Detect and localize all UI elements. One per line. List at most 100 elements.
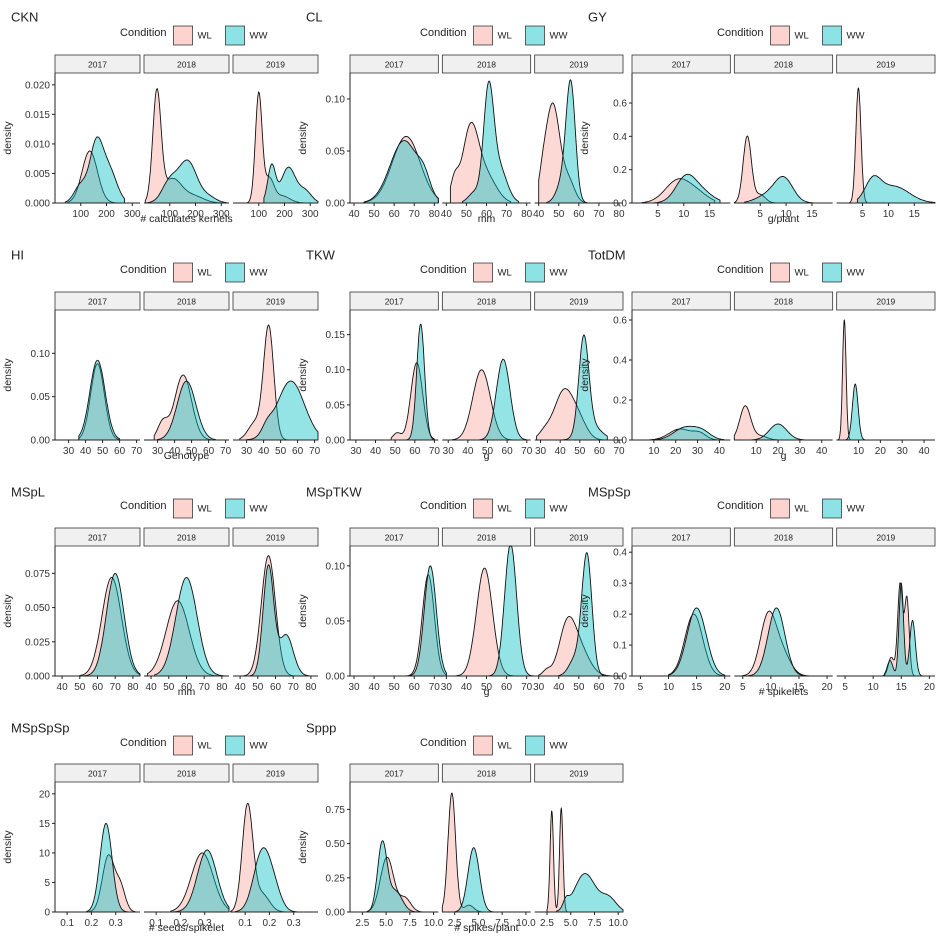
density-wl-2018 [451, 369, 520, 441]
y-tick-label: 0.10 [326, 561, 346, 572]
x-tick-label: 15 [793, 682, 805, 693]
facet-label: 2019 [569, 533, 588, 543]
x-tick-label: 60 [573, 209, 585, 220]
legend: Condition WL WW [420, 735, 568, 756]
x-axis-label: g [781, 450, 787, 462]
x-tick-label: 10 [663, 682, 675, 693]
legend: Condition WL WW [420, 498, 567, 519]
y-tick-label: 15 [39, 819, 51, 830]
x-tick-label: 100 [161, 209, 178, 220]
density-wl-2019 [536, 388, 604, 441]
facet-label: 2018 [177, 297, 196, 307]
x-tick-label: 30 [350, 446, 362, 457]
x-axis-label: g [484, 686, 490, 698]
panel-2019: 2019 100 200 300 [232, 54, 319, 220]
facet-strip [54, 291, 141, 311]
x-tick-label: 40 [80, 446, 92, 457]
chart-hi: HI Condition WL WW density 0.00 0.05 0.10 2017 30… [2, 248, 321, 462]
y-tick-label: 0.0 [613, 436, 627, 447]
legend-key-wl [473, 498, 493, 519]
density-ww-2018 [146, 159, 227, 204]
panel-2019: 2019 30 40 50 60 70 [533, 527, 625, 693]
panel-2017: 2017 5 10 15 [631, 54, 731, 220]
y-axis-label: density [297, 830, 309, 864]
chart-ckn: CKN Condition WL WW density 0.000 0.005 0.010 0.… [2, 10, 319, 225]
facet-strip [836, 54, 936, 74]
density-ww-2017 [647, 173, 721, 204]
y-tick-label: 0.00 [326, 908, 346, 919]
x-tick-label: 50 [97, 446, 109, 457]
legend-key-ww [525, 262, 545, 283]
x-tick-label: 10.0 [609, 918, 629, 929]
y-tick-label: 0.4 [613, 356, 627, 367]
x-tick-label: 30 [441, 682, 453, 693]
legend: Condition WL WW [120, 25, 267, 46]
legend-key-ww [525, 498, 545, 519]
x-tick-label: 20 [670, 446, 682, 457]
x-tick-label: 60 [270, 682, 282, 693]
x-tick-label: 60 [409, 682, 421, 693]
panel-2019: 2019 30 40 50 60 70 [534, 291, 625, 457]
y-axis-label: density [297, 594, 309, 628]
density-wl-2018 [153, 374, 213, 441]
x-tick-label: 40 [533, 209, 545, 220]
legend-title: Condition [120, 737, 166, 749]
legend-label-ww: WW [550, 268, 568, 279]
facet-label: 2019 [266, 297, 285, 307]
legend-label-ww: WW [847, 268, 865, 279]
facet-strip [733, 54, 834, 74]
y-tick-label: 0.10 [326, 95, 346, 106]
density-wl-2018 [147, 600, 223, 677]
x-tick-label: 70 [309, 446, 321, 457]
facet-strip [143, 54, 230, 74]
legend-title: Condition [120, 500, 166, 512]
y-tick-label: 0.05 [326, 616, 346, 627]
y-tick-label: 10 [39, 848, 51, 859]
legend-key-wl [770, 498, 790, 519]
legend-label-ww: WW [250, 504, 268, 515]
legend-label-ww: WW [250, 741, 268, 752]
x-tick-label: 80 [613, 209, 625, 220]
x-tick-label: 30 [152, 446, 164, 457]
panel-2018: 2018 5 10 15 [733, 54, 834, 220]
panel-2018: 2018 5 10 15 20 [733, 527, 834, 693]
density-ww-2018 [461, 80, 520, 204]
facet-label: 2017 [385, 533, 404, 543]
density-wl-2017 [79, 577, 141, 677]
legend-label-wl: WL [795, 504, 809, 515]
x-tick-label: 7.5 [495, 918, 509, 929]
density-ww-2018 [170, 849, 230, 913]
x-tick-label: 0.3 [198, 918, 212, 929]
facet-label: 2019 [266, 769, 285, 779]
density-ww-2017 [398, 323, 435, 441]
x-tick-label: 40 [57, 682, 69, 693]
x-tick-label: 40 [369, 682, 381, 693]
x-tick-label: 40 [553, 682, 565, 693]
x-tick-label: 70 [521, 682, 533, 693]
y-tick-label: 0.2 [613, 396, 627, 407]
x-tick-label: 40 [816, 446, 828, 457]
x-tick-label: 10 [868, 682, 880, 693]
panel-2017: 2017 30 40 50 60 70 [348, 527, 447, 693]
facet-strip [631, 54, 731, 74]
legend-label-ww: WW [550, 741, 568, 752]
y-tick-label: 0.050 [25, 603, 50, 614]
panel-2018: 2018 0.1 0.2 0.3 [143, 763, 230, 929]
facet-label: 2017 [88, 60, 107, 70]
legend-title: Condition [717, 264, 763, 276]
y-axis-label: density [579, 358, 591, 392]
facet-strip [836, 291, 936, 311]
x-tick-label: 15 [909, 209, 921, 220]
x-tick-label: 70 [429, 446, 441, 457]
legend-key-ww [225, 262, 245, 283]
x-tick-label: 40 [146, 682, 158, 693]
density-wl-2017 [86, 854, 136, 913]
panel-2018: 2018 100 200 300 [143, 54, 230, 220]
x-tick-label: 0.3 [109, 918, 123, 929]
facet-label: 2017 [385, 60, 404, 70]
chart-mspsp: MSpSp Condition WL WW density 0.0 0.1 0.2 0.3 0.4… [579, 485, 936, 698]
facet-strip [232, 763, 319, 783]
density-wl-2018 [170, 852, 230, 913]
facet-strip [534, 54, 624, 74]
legend-label-ww: WW [847, 31, 865, 42]
